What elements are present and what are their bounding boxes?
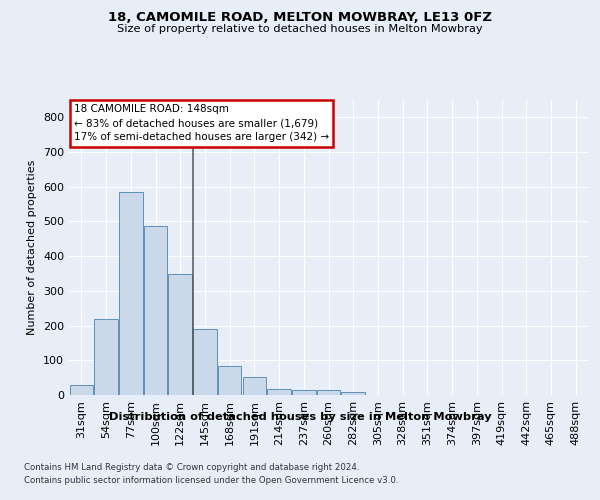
Text: 18 CAMOMILE ROAD: 148sqm
← 83% of detached houses are smaller (1,679)
17% of sem: 18 CAMOMILE ROAD: 148sqm ← 83% of detach… xyxy=(74,104,329,142)
Bar xyxy=(70,384,93,395)
Bar xyxy=(268,389,291,395)
Y-axis label: Number of detached properties: Number of detached properties xyxy=(28,160,37,335)
Text: Size of property relative to detached houses in Melton Mowbray: Size of property relative to detached ho… xyxy=(117,24,483,34)
Text: Contains public sector information licensed under the Open Government Licence v3: Contains public sector information licen… xyxy=(24,476,398,485)
Bar xyxy=(94,320,118,395)
Text: Distribution of detached houses by size in Melton Mowbray: Distribution of detached houses by size … xyxy=(109,412,491,422)
Bar xyxy=(119,192,143,395)
Bar xyxy=(317,390,340,395)
Text: Contains HM Land Registry data © Crown copyright and database right 2024.: Contains HM Land Registry data © Crown c… xyxy=(24,462,359,471)
Bar xyxy=(144,226,167,395)
Bar xyxy=(169,274,192,395)
Text: 18, CAMOMILE ROAD, MELTON MOWBRAY, LE13 0FZ: 18, CAMOMILE ROAD, MELTON MOWBRAY, LE13 … xyxy=(108,11,492,24)
Bar xyxy=(193,329,217,395)
Bar xyxy=(242,377,266,395)
Bar xyxy=(341,392,365,395)
Bar xyxy=(292,390,316,395)
Bar xyxy=(218,366,241,395)
